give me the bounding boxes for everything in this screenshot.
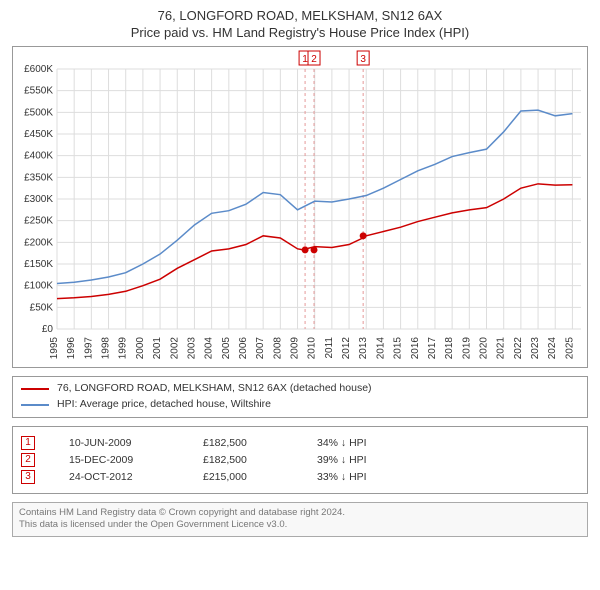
svg-text:£600K: £600K bbox=[24, 64, 53, 75]
event-marker: 3 bbox=[21, 470, 35, 484]
svg-text:1998: 1998 bbox=[101, 337, 112, 360]
event-date: 24-OCT-2012 bbox=[69, 471, 169, 483]
svg-text:2008: 2008 bbox=[272, 337, 283, 360]
price-chart: £0 £50K £100K £150K £200K £250K £300K £350K £400… bbox=[12, 46, 588, 368]
legend-label: 76, LONGFORD ROAD, MELKSHAM, SN12 6AX (d… bbox=[57, 381, 372, 397]
svg-text:2007: 2007 bbox=[255, 337, 266, 360]
svg-text:2025: 2025 bbox=[564, 337, 575, 360]
svg-text:2004: 2004 bbox=[204, 337, 215, 360]
legend-label: HPI: Average price, detached house, Wilt… bbox=[57, 397, 271, 413]
data-attribution: Contains HM Land Registry data © Crown c… bbox=[12, 502, 588, 538]
chart-legend: 76, LONGFORD ROAD, MELKSHAM, SN12 6AX (d… bbox=[12, 376, 588, 418]
event-price: £182,500 bbox=[203, 437, 283, 449]
svg-text:2006: 2006 bbox=[238, 337, 249, 360]
svg-text:£350K: £350K bbox=[24, 172, 53, 183]
event-diff: 33% ↓ HPI bbox=[317, 471, 367, 483]
svg-text:2024: 2024 bbox=[547, 337, 558, 360]
event-row: 2 15-DEC-2009 £182,500 39% ↓ HPI bbox=[21, 453, 579, 467]
svg-text:2005: 2005 bbox=[221, 337, 232, 360]
svg-text:£100K: £100K bbox=[24, 281, 53, 292]
event-diff: 39% ↓ HPI bbox=[317, 454, 367, 466]
svg-text:1996: 1996 bbox=[66, 337, 77, 360]
chart-svg: £0 £50K £100K £150K £200K £250K £300K £350K £400… bbox=[13, 47, 587, 367]
svg-text:£300K: £300K bbox=[24, 194, 53, 205]
svg-text:£0: £0 bbox=[42, 324, 54, 335]
svg-text:3: 3 bbox=[360, 54, 366, 65]
svg-text:2002: 2002 bbox=[169, 337, 180, 360]
svg-text:£150K: £150K bbox=[24, 259, 53, 270]
svg-text:£450K: £450K bbox=[24, 129, 53, 140]
legend-swatch bbox=[21, 404, 49, 406]
event-row: 1 10-JUN-2009 £182,500 34% ↓ HPI bbox=[21, 436, 579, 450]
event-row: 3 24-OCT-2012 £215,000 33% ↓ HPI bbox=[21, 470, 579, 484]
svg-text:£500K: £500K bbox=[24, 107, 53, 118]
page-subtitle: Price paid vs. HM Land Registry's House … bbox=[12, 25, 588, 40]
event-date: 10-JUN-2009 bbox=[69, 437, 169, 449]
legend-item: 76, LONGFORD ROAD, MELKSHAM, SN12 6AX (d… bbox=[21, 381, 579, 397]
svg-text:2018: 2018 bbox=[444, 337, 455, 360]
page-title: 76, LONGFORD ROAD, MELKSHAM, SN12 6AX bbox=[12, 8, 588, 23]
legend-item: HPI: Average price, detached house, Wilt… bbox=[21, 397, 579, 413]
event-marker: 2 bbox=[21, 453, 35, 467]
svg-text:2003: 2003 bbox=[186, 337, 197, 360]
svg-text:2022: 2022 bbox=[513, 337, 524, 360]
svg-text:£200K: £200K bbox=[24, 237, 53, 248]
svg-text:£250K: £250K bbox=[24, 216, 53, 227]
svg-text:2001: 2001 bbox=[152, 337, 163, 360]
event-marker: 1 bbox=[21, 436, 35, 450]
svg-text:2013: 2013 bbox=[358, 337, 369, 360]
legend-swatch bbox=[21, 388, 49, 390]
svg-text:2020: 2020 bbox=[479, 337, 490, 360]
svg-text:2012: 2012 bbox=[341, 337, 352, 360]
svg-text:1: 1 bbox=[302, 54, 308, 65]
svg-text:£50K: £50K bbox=[30, 302, 54, 313]
svg-text:2023: 2023 bbox=[530, 337, 541, 360]
footer-line: This data is licensed under the Open Gov… bbox=[19, 519, 581, 532]
events-list: 1 10-JUN-2009 £182,500 34% ↓ HPI 2 15-DEC-200… bbox=[12, 426, 588, 494]
event-date: 15-DEC-2009 bbox=[69, 454, 169, 466]
svg-text:2015: 2015 bbox=[393, 337, 404, 360]
svg-text:2019: 2019 bbox=[461, 337, 472, 360]
svg-text:1999: 1999 bbox=[118, 337, 129, 360]
svg-text:2009: 2009 bbox=[290, 337, 301, 360]
svg-text:1995: 1995 bbox=[49, 337, 60, 360]
svg-text:2017: 2017 bbox=[427, 337, 438, 360]
svg-text:1997: 1997 bbox=[83, 337, 94, 360]
svg-text:2010: 2010 bbox=[307, 337, 318, 360]
event-price: £215,000 bbox=[203, 471, 283, 483]
svg-text:2014: 2014 bbox=[375, 337, 386, 360]
svg-text:2021: 2021 bbox=[496, 337, 507, 360]
event-price: £182,500 bbox=[203, 454, 283, 466]
footer-line: Contains HM Land Registry data © Crown c… bbox=[19, 507, 581, 520]
event-diff: 34% ↓ HPI bbox=[317, 437, 367, 449]
svg-text:2011: 2011 bbox=[324, 337, 335, 359]
svg-text:2016: 2016 bbox=[410, 337, 421, 360]
svg-text:£550K: £550K bbox=[24, 86, 53, 97]
svg-text:2000: 2000 bbox=[135, 337, 146, 360]
svg-text:2: 2 bbox=[311, 54, 317, 65]
svg-text:£400K: £400K bbox=[24, 151, 53, 162]
